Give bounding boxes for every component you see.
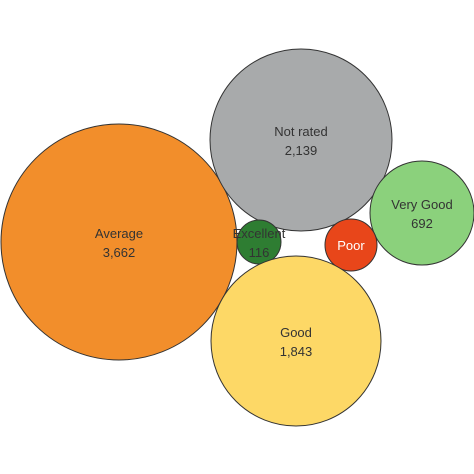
bubble-label-not-rated: Not rated — [274, 124, 327, 139]
bubble-circle-not-rated — [209, 48, 393, 232]
bubble-value-excellent: 116 — [249, 245, 270, 260]
bubble-average: Average 3,662 — [0, 123, 238, 361]
bubble-value-good: 1,843 — [280, 344, 313, 359]
bubble-label-very-good: Very Good — [391, 197, 452, 212]
bubble-circle-good — [210, 255, 382, 427]
bubble-circle-average — [0, 123, 238, 361]
bubble-circle-very-good — [369, 160, 474, 266]
bubble-label-average: Average — [95, 226, 143, 241]
bubble-poor: Poor — [324, 218, 378, 272]
bubble-label-excellent: Excellent — [233, 226, 286, 241]
bubble-good: Good 1,843 — [210, 255, 382, 427]
bubble-label-good: Good — [280, 325, 312, 340]
bubble-not-rated: Not rated 2,139 — [209, 48, 393, 232]
bubble-value-very-good: 692 — [411, 216, 433, 231]
bubble-circle-poor — [324, 218, 378, 272]
bubble-very-good: Very Good 692 — [369, 160, 474, 266]
bubble-label-poor: Poor — [337, 238, 365, 253]
bubble-excellent: Excellent 116 — [233, 219, 286, 265]
bubble-value-average: 3,662 — [103, 245, 136, 260]
bubble-value-not-rated: 2,139 — [285, 143, 318, 158]
